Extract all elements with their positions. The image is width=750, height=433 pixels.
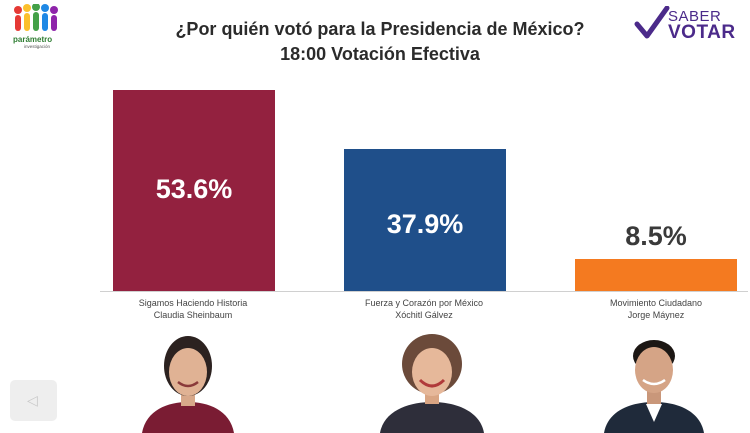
chart-subtitle: 18:00 Votación Efectiva (280, 44, 480, 64)
parametro-logo-subtitle: investigación (24, 44, 51, 49)
overlay-button-icon: ◁ (27, 392, 38, 408)
chart-baseline (100, 291, 748, 292)
saber-votar-line2: VOTAR (668, 22, 736, 43)
checkmark-icon (634, 6, 670, 39)
candidate-2-coalition: Fuerza y Corazón por México (364, 298, 484, 308)
bar-1-value-label: 53.6% (155, 174, 233, 205)
candidate-1-photo (142, 336, 234, 433)
parametro-people-icon (14, 3, 58, 31)
candidate-1-name: Claudia Sheinbaum (153, 310, 233, 320)
overlay-button[interactable]: ◁ (10, 380, 57, 421)
saber-votar-line1: SABER (668, 8, 722, 25)
parametro-logo: parámetro investigación (6, 3, 66, 50)
chart-title: ¿Por quién votó para la Presidencia de M… (175, 19, 585, 39)
bar-3 (575, 259, 737, 291)
parametro-logo-name: parámetro (13, 35, 53, 44)
candidate-3-photo (604, 340, 704, 433)
saber-votar-logo: SABER VOTAR (634, 6, 744, 44)
candidate-2-photo (380, 334, 484, 433)
candidate-1-coalition: Sigamos Haciendo Historia (138, 298, 248, 308)
candidate-3-name: Jorge Máynez (627, 310, 685, 320)
candidate-2-name: Xóchitl Gálvez (395, 310, 453, 320)
bar-3-value-label: 8.5% (625, 221, 687, 251)
candidate-3-coalition: Movimiento Ciudadano (609, 298, 703, 308)
bar-1 (113, 90, 275, 291)
bar-2-value-label: 37.9% (386, 208, 464, 239)
bar-2 (344, 149, 506, 291)
